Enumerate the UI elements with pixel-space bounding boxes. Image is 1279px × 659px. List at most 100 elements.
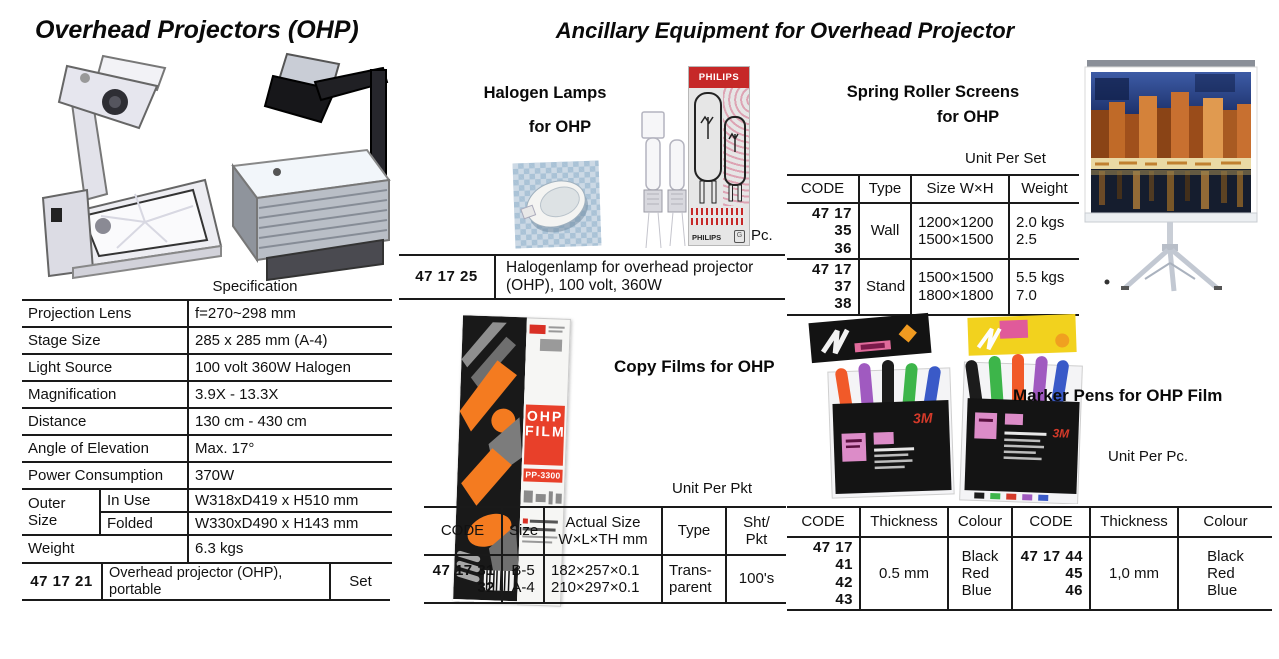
spec-sublabel: Folded	[99, 511, 188, 536]
spec-label: Light Source	[22, 353, 188, 382]
spec-label: Magnification	[22, 380, 188, 409]
screens-heading-line1: Spring Roller Screens	[846, 83, 1020, 101]
tripod-screen-photo	[1084, 60, 1258, 292]
halogen-bulbs-photo	[641, 111, 687, 249]
product-code: 47 17 31 32	[424, 554, 502, 604]
copy-films-table: CODE Size Actual Size W×L×TH mm Type Sht…	[424, 506, 786, 604]
product-description: Overhead projector (OHP), portable	[101, 561, 330, 602]
film-usage-icons	[523, 490, 562, 505]
lamp-base-icon: G	[734, 230, 745, 243]
col-header-code: CODE	[424, 506, 502, 556]
product-code: 47 17 44 45 46	[1011, 536, 1090, 611]
film-brand-gray	[539, 338, 563, 352]
spec-value: 130 cm - 430 cm	[187, 407, 392, 436]
table-row: 47 17 41 42 43 0.5 mm Black Red Blue 47 …	[787, 536, 1272, 611]
films-heading: Copy Films for OHP	[614, 357, 775, 376]
table-row: 47 17 35 36 Wall 1200×1200 1500×1500 2.0…	[787, 202, 1079, 260]
film-title-block: OHP FILM	[523, 404, 566, 466]
philips-box-stripes	[691, 218, 745, 225]
col-header-size: Size W×H	[910, 174, 1009, 204]
screen-size: 1200×1200 1500×1500	[910, 202, 1009, 260]
table-row: 47 17 37 38 Stand 1500×1500 1800×1800 5.…	[787, 257, 1079, 316]
halogen-heading-line2: for OHP	[528, 118, 592, 136]
film-type: Trans- parent	[661, 554, 726, 604]
ohp-projectors-photo	[41, 52, 391, 282]
col-header-thickness: Thickness	[1089, 506, 1178, 538]
screen-type: Stand	[858, 257, 911, 316]
product-description: Halogenlamp for overhead projector (OHP)…	[494, 254, 785, 300]
screens-heading-line2: for OHP	[936, 108, 1000, 126]
film-actual-size: 182×257×0.1 210×297×0.1	[543, 554, 662, 604]
col-header-type: Type	[858, 174, 911, 204]
film-sht-pkt: 100's	[725, 554, 786, 604]
film-model: PP-3300	[523, 468, 563, 483]
col-header-colour: Colour	[1177, 506, 1272, 538]
dichroic-lamp-drawing	[520, 180, 589, 233]
product-code: 47 17 35 36	[787, 202, 859, 260]
spec-label-outer-size: Outer Size	[22, 488, 100, 536]
film-title-line2: FILM	[524, 422, 566, 440]
spec-sublabel: In Use	[99, 488, 188, 513]
spec-label: Angle of Elevation	[22, 434, 188, 463]
spec-table-caption: Specification	[212, 278, 298, 295]
right-section-title: Ancillary Equipment for Overhead Project…	[555, 18, 1015, 43]
pack-b-3m-logo: 3M	[1052, 426, 1070, 441]
product-code: 47 17 37 38	[787, 257, 859, 316]
spec-value: 285 x 285 mm (A-4)	[187, 326, 392, 355]
lamp-outline-drawing	[694, 92, 746, 204]
spec-label: Projection Lens	[22, 299, 188, 328]
screens-unit-note: Unit Per Set	[965, 150, 1046, 167]
product-code: 47 17 25	[399, 254, 495, 300]
spec-label: Stage Size	[22, 326, 188, 355]
spec-value: f=270~298 mm	[187, 299, 392, 328]
halogen-lamp-photo	[512, 160, 602, 249]
philips-logo-small: PHILIPS	[692, 233, 722, 242]
marker-colours: Black Red Blue	[961, 547, 999, 600]
marker-pens-table: CODE Thickness Colour CODE Thickness Col…	[787, 506, 1272, 611]
philips-box-stripes	[691, 208, 745, 215]
pack-a-banner	[808, 312, 932, 364]
screen-weight: 2.0 kgs 2.5	[1008, 202, 1079, 260]
philips-logo: PHILIPS	[689, 67, 749, 88]
col-header-size: Size	[501, 506, 544, 556]
screen-weight: 5.5 kgs 7.0	[1008, 257, 1079, 316]
spec-label: Distance	[22, 407, 188, 436]
film-brand-flag	[529, 324, 546, 335]
spec-value: Max. 17°	[187, 434, 392, 463]
spec-value: 370W	[187, 461, 392, 490]
spec-value: W318xD419 x H510 mm	[187, 488, 392, 513]
film-size: B-5 A-4	[501, 554, 544, 604]
pack-b-banner	[967, 314, 1077, 356]
markers-unit-note: Unit Per Pc.	[1108, 448, 1189, 465]
halogen-unit-note: Pc.	[751, 227, 773, 244]
col-header-code: CODE	[1011, 506, 1090, 538]
screen-size: 1500×1500 1800×1800	[910, 257, 1009, 316]
left-section-title: Overhead Projectors (OHP)	[35, 16, 359, 44]
ohp-code-table: 47 17 21 Overhead projector (OHP), porta…	[22, 561, 390, 602]
marker-pens-photo: 3M	[808, 312, 1083, 504]
col-header-code: CODE	[787, 174, 859, 204]
col-header-type: Type	[661, 506, 726, 556]
films-unit-note: Unit Per Pkt	[672, 480, 753, 497]
col-header-code: CODE	[787, 506, 860, 538]
halogen-heading-line1: Halogen Lamps	[483, 84, 607, 102]
spec-label: Power Consumption	[22, 461, 188, 490]
col-header-thickness: Thickness	[859, 506, 948, 538]
product-unit: Set	[329, 561, 390, 602]
col-header-colour: Colour	[947, 506, 1012, 538]
spec-value: 3.9X - 13.3X	[187, 380, 392, 409]
spec-value: 6.3 kgs	[187, 534, 392, 564]
spec-value: 100 volt 360W Halogen	[187, 353, 392, 382]
spec-value: W330xD490 x H143 mm	[187, 511, 392, 536]
col-header-actual-size: Actual Size W×L×TH mm	[543, 506, 662, 556]
product-code: 47 17 41 42 43	[787, 536, 860, 611]
spring-roller-screens-table: CODE Type Size W×H Weight 47 17 35 36 Wa…	[787, 174, 1079, 316]
product-code: 47 17 21	[22, 561, 102, 602]
markers-heading: Marker Pens for OHP Film	[1013, 386, 1223, 405]
screen-type: Wall	[858, 202, 911, 260]
marker-thickness: 0.5 mm	[859, 536, 948, 611]
philips-lamp-box: PHILIPS PHILIPS G	[688, 66, 750, 246]
marker-thickness: 1,0 mm	[1089, 536, 1178, 611]
col-header-weight: Weight	[1008, 174, 1079, 204]
